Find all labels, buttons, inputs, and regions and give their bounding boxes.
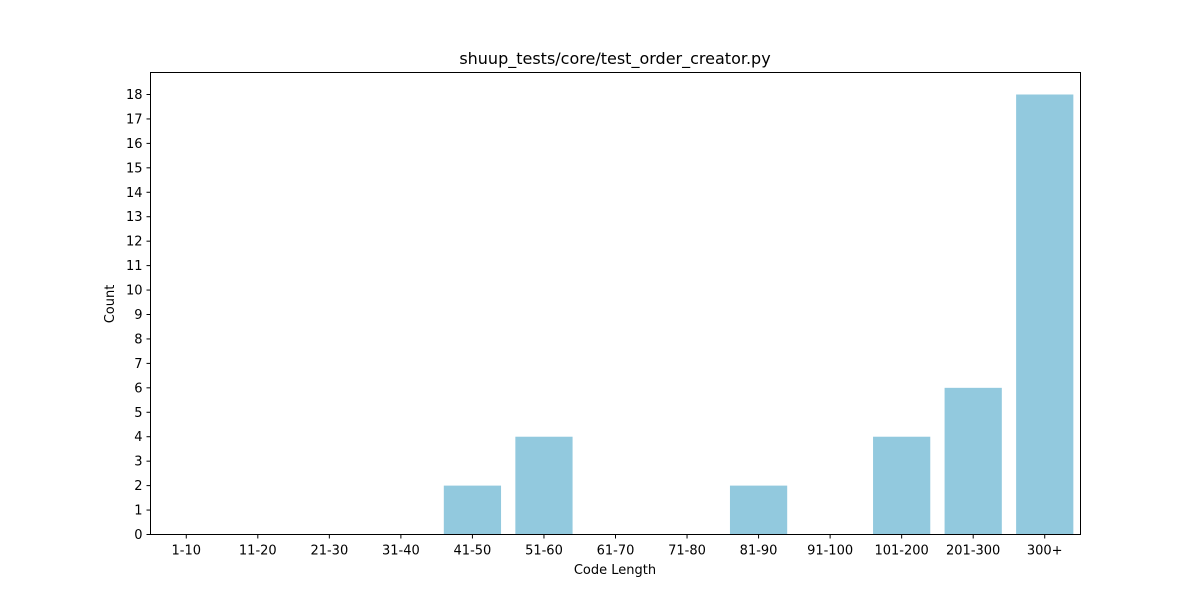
x-tick-label: 51-60 (525, 544, 563, 559)
x-tick-label: 101-200 (874, 544, 928, 559)
x-tick-label: 201-300 (946, 544, 1000, 559)
y-tick-label: 17 (126, 112, 143, 127)
bar-41-50 (443, 485, 502, 535)
y-tick-label: 0 (134, 528, 142, 543)
y-tick-label: 10 (126, 284, 143, 299)
y-tick-label: 14 (126, 186, 143, 201)
bar-101-200 (873, 436, 931, 535)
bars-group (443, 94, 1074, 535)
y-tick-label: 6 (134, 381, 142, 396)
y-tick-label: 2 (134, 479, 142, 494)
y-tick-label: 1 (134, 504, 142, 519)
y-tick-label: 5 (134, 406, 142, 421)
x-tick-label: 11-20 (239, 544, 277, 559)
y-tick-label: 11 (126, 259, 143, 274)
plot-frame (150, 72, 1081, 535)
chart-title: shuup_tests/core/test_order_creator.py (459, 49, 770, 69)
x-tick-label: 300+ (1027, 544, 1063, 559)
bar-81-90 (729, 485, 788, 535)
x-tick-label: 41-50 (454, 544, 492, 559)
y-tick-label: 15 (126, 161, 143, 176)
x-axis-ticks: 1-10 11-20 21-30 31-40 41-50 51-60 61-70 71-80 8… (172, 534, 1063, 559)
bar-51-60 (515, 436, 573, 535)
x-axis-label: Code Length (574, 563, 656, 578)
y-tick-label: 7 (134, 357, 142, 372)
y-tick-label: 12 (126, 235, 143, 250)
y-axis-label: Count (103, 285, 118, 324)
x-tick-label: 81-90 (740, 544, 778, 559)
x-tick-label: 1-10 (172, 544, 202, 559)
bar-201-300 (944, 387, 1002, 535)
x-tick-label: 31-40 (382, 544, 420, 559)
y-tick-label: 13 (126, 210, 143, 225)
y-tick-label: 8 (134, 332, 142, 347)
y-tick-label: 3 (134, 455, 142, 470)
y-tick-label: 18 (126, 88, 143, 103)
x-tick-label: 71-80 (668, 544, 706, 559)
x-tick-label: 21-30 (310, 544, 348, 559)
y-tick-label: 9 (134, 308, 142, 323)
y-tick-label: 16 (126, 137, 143, 152)
bar-300+ (1016, 94, 1074, 535)
x-tick-label: 91-100 (807, 544, 853, 559)
y-tick-label: 4 (134, 430, 142, 445)
x-tick-label: 61-70 (597, 544, 635, 559)
